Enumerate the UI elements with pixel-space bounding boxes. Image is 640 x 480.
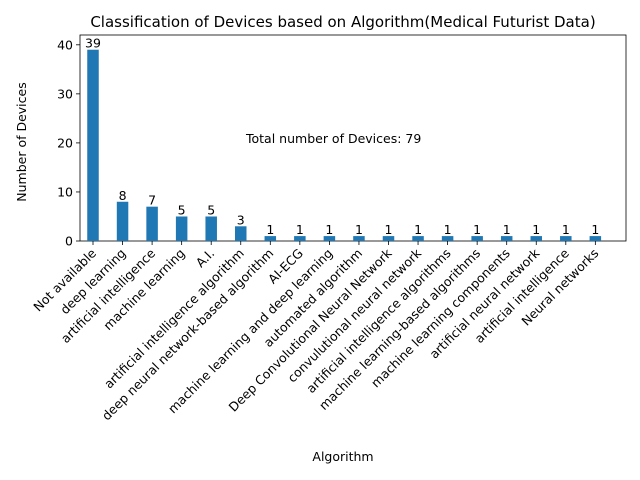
data-label: 1: [414, 222, 422, 237]
bar: [471, 236, 483, 241]
data-label: 1: [325, 222, 333, 237]
plot-area: [79, 34, 627, 242]
bar: [560, 236, 572, 241]
y-tick-label: 40: [57, 37, 73, 52]
bar: [412, 236, 424, 241]
bar: [116, 201, 129, 241]
bar: [382, 236, 395, 241]
bar: [264, 236, 277, 241]
bar: [530, 236, 542, 241]
data-label: 1: [444, 222, 452, 237]
bar: [175, 216, 188, 241]
bar: [87, 49, 99, 241]
bar: [323, 236, 336, 241]
data-label: 1: [591, 222, 599, 237]
bar: [353, 236, 365, 241]
data-label: 1: [473, 222, 481, 237]
data-label: 1: [355, 222, 363, 237]
data-label: 1: [532, 222, 540, 237]
chart-title: Classification of Devices based on Algor…: [90, 13, 595, 31]
data-label: 39: [85, 36, 101, 51]
data-label: 5: [178, 202, 186, 217]
y-tick-label: 0: [65, 234, 73, 249]
bar: [294, 236, 306, 241]
total-devices-annotation: Total number of Devices: 79: [245, 131, 421, 146]
x-tick-label: A.I.: [193, 246, 218, 271]
y-tick-label: 10: [57, 184, 73, 199]
data-label: 1: [266, 222, 274, 237]
data-label: 1: [562, 222, 570, 237]
y-tick-label: 20: [57, 135, 73, 150]
bars-group: [87, 49, 602, 241]
data-label: 1: [296, 222, 304, 237]
data-label: 7: [148, 193, 156, 208]
y-axis-ticks: 0 10 20 30 40: [57, 37, 80, 249]
plot-frame: [79, 34, 627, 242]
y-axis-label: Number of Devices: [14, 82, 29, 201]
data-label: 1: [385, 222, 393, 237]
data-label: 3: [237, 212, 245, 227]
bar: [235, 226, 247, 241]
bar: [441, 236, 454, 241]
bar: [205, 216, 217, 241]
bar: [589, 236, 602, 241]
data-label: 1: [503, 222, 511, 237]
data-label: 5: [207, 202, 215, 217]
data-labels-group: 39 8 7 5 5 3 1 1 1 1 1 1 1 1 1 1 1 1: [85, 36, 599, 237]
x-axis-label: Algorithm: [312, 449, 373, 464]
bar: [500, 236, 513, 241]
data-label: 8: [119, 188, 127, 203]
y-tick-label: 30: [57, 86, 73, 101]
bar: [146, 206, 158, 241]
